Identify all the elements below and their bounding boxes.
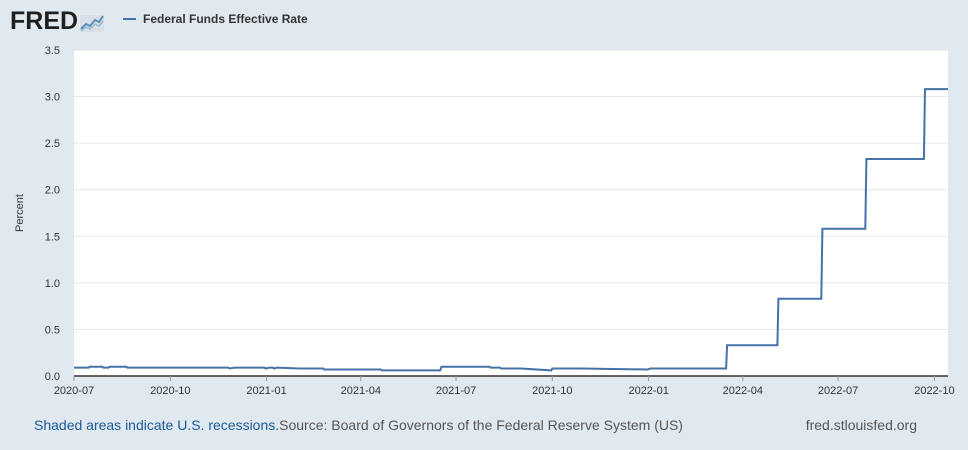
y-axis-label: Percent [14, 194, 26, 232]
x-tick-label: 2020-07 [54, 385, 94, 397]
recession-note-link[interactable]: Shaded areas indicate U.S. recessions. [34, 417, 280, 433]
x-tick-label: 2021-04 [341, 385, 381, 397]
legend-label: Federal Funds Effective Rate [143, 12, 308, 26]
y-tick-label: 1.5 [45, 231, 60, 243]
fred-graph-icon [80, 14, 105, 32]
logo-text: FRED [10, 7, 79, 35]
y-tick-label: 2.5 [45, 138, 60, 150]
y-tick-label: 3.0 [45, 92, 60, 104]
plot-area [74, 50, 948, 376]
gridlines [74, 49, 948, 377]
y-tick-label: 0.5 [45, 324, 60, 336]
x-tick-label: 2022-04 [723, 385, 763, 397]
y-tick-label: 0.0 [45, 371, 60, 383]
y-tick-label: 3.5 [45, 45, 60, 57]
x-tick-label: 2022-07 [818, 385, 858, 397]
y-tick-label: 1.0 [45, 278, 60, 290]
series-line-federal-funds-effective-rate [74, 88, 948, 372]
x-tick-label: 2021-07 [436, 385, 476, 397]
fred-logo[interactable]: FRED [10, 7, 105, 36]
y-tick-labels: 0.0 0.5 1.0 1.5 2.0 2.5 3.0 3.5 [45, 45, 60, 383]
x-tick-labels: 2020-07 2020-10 2021-01 2021-04 2021-07 2021-… [54, 376, 955, 397]
y-tick-label: 2.0 [45, 185, 60, 197]
chart: 0.00.51.01.52.02.53.03.5 2020-07 2020-10 2… [14, 45, 955, 397]
x-tick-label: 2022-10 [914, 385, 954, 397]
chart-legend: Federal Funds Effective Rate [123, 12, 308, 26]
x-tick-label: 2022-01 [628, 385, 668, 397]
x-tick-label: 2020-10 [150, 385, 190, 397]
source-text: Source: Board of Governors of the Federa… [279, 417, 683, 433]
x-tick-label: 2021-10 [532, 385, 572, 397]
x-tick-label: 2021-01 [246, 385, 286, 397]
site-url[interactable]: fred.stlouisfed.org [805, 417, 917, 433]
legend-swatch [123, 18, 136, 20]
footer-notes: Shaded areas indicate U.S. recessions.So… [34, 417, 683, 433]
